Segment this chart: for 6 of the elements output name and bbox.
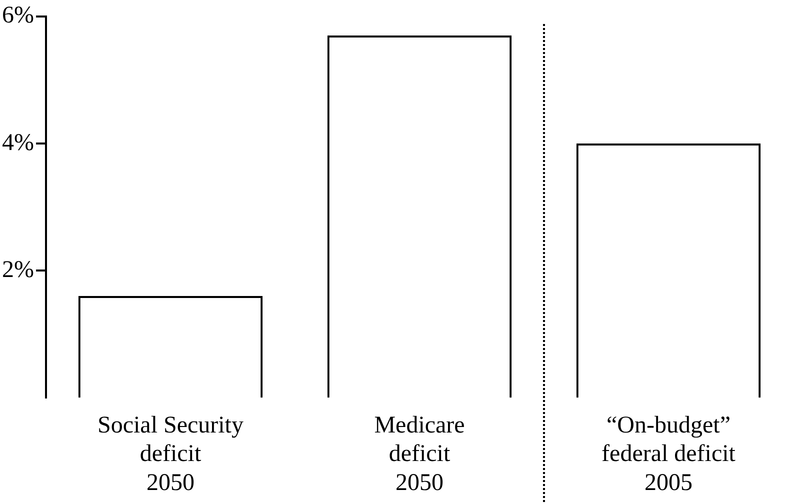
y-tick-label: 4%	[2, 130, 34, 156]
x-tick-label: Social Security deficit 2050	[98, 412, 244, 496]
y-tick-label: 6%	[2, 2, 34, 29]
x-tick-label: “On-budget” federal deficit 2005	[602, 412, 736, 496]
y-tick-label: 2%	[2, 256, 34, 283]
x-tick-label: Medicare deficit 2050	[374, 412, 465, 496]
